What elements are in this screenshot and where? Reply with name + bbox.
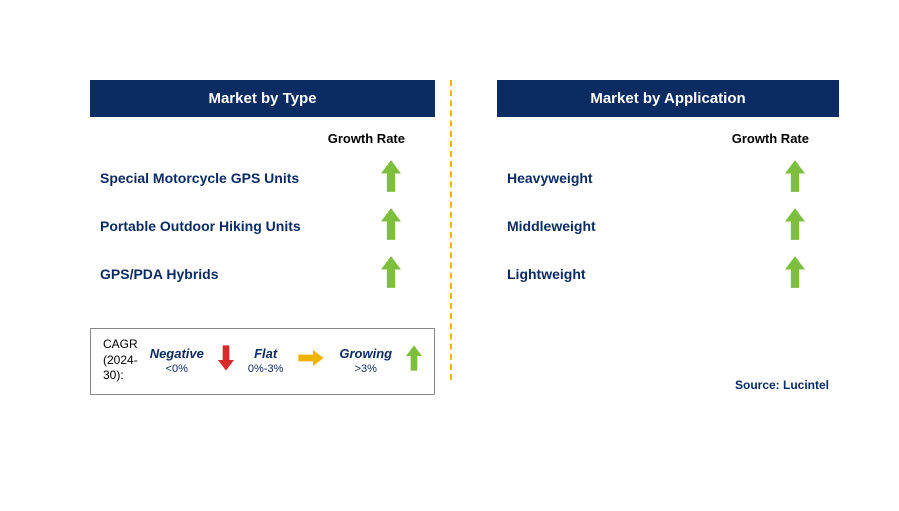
type-row-label: Portable Outdoor Hiking Units (100, 218, 301, 234)
application-row: Lightweight (497, 250, 839, 298)
type-row: Special Motorcycle GPS Units (90, 154, 435, 202)
arrow-up-icon (381, 159, 405, 197)
arrow-up-icon (785, 159, 809, 197)
application-row-label: Middleweight (507, 218, 596, 234)
application-row-label: Lightweight (507, 266, 586, 282)
legend-growing-sub: >3% (355, 363, 377, 375)
vertical-divider (450, 80, 452, 380)
legend-negative: Negative <0% (150, 346, 204, 375)
panel-application-header: Market by Application (497, 80, 839, 117)
panel-type-header: Market by Type (90, 80, 435, 117)
growth-rate-label-left: Growth Rate (90, 131, 405, 146)
arrow-up-icon (381, 255, 405, 293)
arrow-up-icon (406, 344, 422, 377)
legend-negative-title: Negative (150, 346, 204, 361)
type-row-label: GPS/PDA Hybrids (100, 266, 219, 282)
panel-market-by-type: Market by Type Growth Rate Special Motor… (90, 80, 435, 395)
cagr-legend-box: CAGR (2024-30): Negative <0% Flat 0%-3% … (90, 328, 435, 395)
legend-period: (2024-30): (103, 353, 138, 384)
arrow-down-icon (218, 344, 234, 377)
legend-negative-sub: <0% (166, 363, 188, 375)
arrow-up-icon (381, 207, 405, 245)
arrow-right-icon (297, 350, 325, 371)
type-row-label: Special Motorcycle GPS Units (100, 170, 299, 186)
application-row-label: Heavyweight (507, 170, 593, 186)
legend-flat-sub: 0%-3% (248, 363, 283, 375)
application-row: Middleweight (497, 202, 839, 250)
arrow-up-icon (785, 255, 809, 293)
arrow-up-icon (785, 207, 809, 245)
legend-growing-title: Growing (339, 346, 392, 361)
source-label: Source: Lucintel (497, 378, 839, 392)
legend-growing: Growing >3% (339, 346, 392, 375)
type-row: Portable Outdoor Hiking Units (90, 202, 435, 250)
panel-market-by-application: Market by Application Growth Rate Heavyw… (497, 80, 839, 392)
type-row: GPS/PDA Hybrids (90, 250, 435, 298)
infographic-container: Market by Type Growth Rate Special Motor… (90, 80, 839, 395)
legend-cagr: CAGR (103, 337, 138, 353)
application-row: Heavyweight (497, 154, 839, 202)
legend-flat-title: Flat (254, 346, 277, 361)
legend-left-text: CAGR (2024-30): (103, 337, 138, 384)
legend-flat: Flat 0%-3% (248, 346, 283, 375)
growth-rate-label-right: Growth Rate (497, 131, 809, 146)
